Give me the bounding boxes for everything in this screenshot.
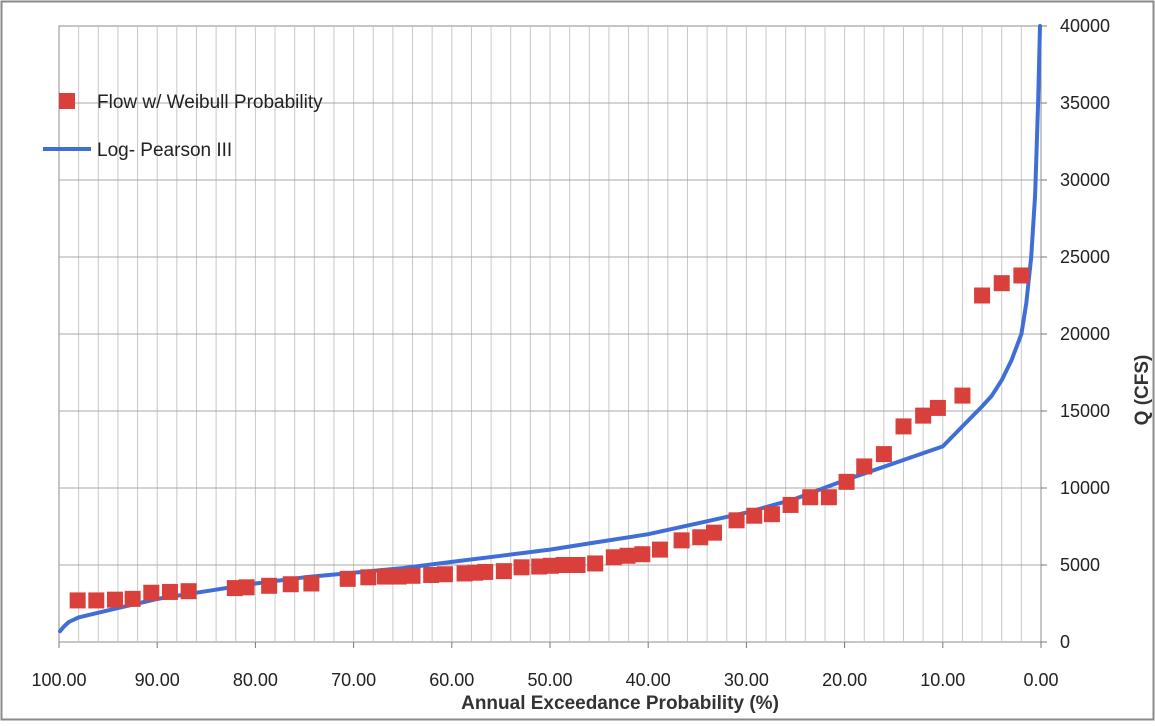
data-point-flow xyxy=(587,555,604,572)
data-point-flow xyxy=(477,563,494,580)
data-point-flow xyxy=(569,557,586,573)
y-tick-label: 25000 xyxy=(1060,247,1110,267)
x-tick-label: 20.00 xyxy=(822,670,867,690)
legend-marker-flow xyxy=(59,93,75,109)
data-point-flow xyxy=(69,592,86,609)
y-axis-title: Q (CFS) xyxy=(1132,355,1153,426)
legend-label-log-pearson: Log- Pearson III xyxy=(97,140,232,161)
data-point-flow xyxy=(929,399,946,416)
data-point-flow xyxy=(634,546,651,563)
data-point-flow xyxy=(88,592,105,609)
data-point-flow xyxy=(404,567,421,584)
data-point-flow xyxy=(282,576,299,593)
x-tick-label: 50.00 xyxy=(527,670,572,690)
data-point-flow xyxy=(261,577,278,594)
x-axis-title: Annual Exceedance Probability (%) xyxy=(461,693,779,714)
data-point-flow xyxy=(993,275,1010,292)
data-point-flow xyxy=(954,387,971,404)
x-tick-label: 40.00 xyxy=(626,670,671,690)
x-tick-label: 30.00 xyxy=(724,670,769,690)
data-point-flow xyxy=(360,569,377,586)
x-tick-label: 70.00 xyxy=(331,670,376,690)
y-tick-label: 35000 xyxy=(1060,93,1110,113)
y-tick-label: 20000 xyxy=(1060,324,1110,344)
data-point-flow xyxy=(180,583,197,600)
data-point-flow xyxy=(339,570,356,587)
data-point-flow xyxy=(161,583,178,600)
axes: 100.00 90.00 80.00 70.00 60.00 50.00 40.00 30.0… xyxy=(31,16,1110,690)
data-point-flow xyxy=(763,506,780,523)
data-point-flow xyxy=(875,446,892,463)
data-point-flow xyxy=(555,557,572,573)
data-point-flow xyxy=(124,590,141,607)
data-point-flow xyxy=(106,591,123,608)
x-tick-label: 10.00 xyxy=(920,670,965,690)
y-tick-label: 10000 xyxy=(1060,478,1110,498)
x-tick-label: 90.00 xyxy=(135,670,180,690)
x-tick-label: 60.00 xyxy=(429,670,474,690)
data-point-flow xyxy=(619,547,636,564)
legend: Flow w/ Weibull Probability Log- Pearson … xyxy=(43,92,323,161)
data-point-flow xyxy=(238,579,255,596)
data-point-flow xyxy=(705,524,722,541)
x-tick-label: 0.00 xyxy=(1023,670,1058,690)
data-point-flow xyxy=(303,575,320,592)
y-tick-label: 40000 xyxy=(1060,16,1110,36)
data-point-flow xyxy=(692,529,709,546)
series xyxy=(58,24,1042,634)
data-point-flow xyxy=(820,489,837,506)
data-point-flow xyxy=(495,563,512,580)
data-point-flow xyxy=(605,549,622,566)
data-point-flow xyxy=(782,496,799,513)
data-point-flow xyxy=(377,568,394,585)
x-tick-label: 100.00 xyxy=(31,670,86,690)
x-tick-label: 80.00 xyxy=(233,670,278,690)
data-point-flow xyxy=(390,568,407,585)
data-point-flow xyxy=(838,473,855,490)
data-point-flow xyxy=(143,584,160,601)
y-tick-label: 30000 xyxy=(1060,170,1110,190)
data-point-flow xyxy=(673,532,690,549)
data-point-flow xyxy=(802,489,819,506)
y-tick-label: 15000 xyxy=(1060,401,1110,421)
data-point-flow xyxy=(1013,267,1030,284)
data-point-flow xyxy=(728,512,745,529)
grid xyxy=(59,26,1041,642)
data-point-flow xyxy=(856,458,873,475)
data-point-flow xyxy=(513,559,530,576)
data-point-flow xyxy=(423,567,440,584)
data-point-flow xyxy=(436,566,453,583)
y-tick-label: 0 xyxy=(1060,632,1070,652)
data-point-flow xyxy=(542,557,559,574)
data-point-flow xyxy=(895,418,912,435)
data-point-flow xyxy=(915,407,932,424)
data-point-flow xyxy=(651,541,668,558)
y-tick-label: 5000 xyxy=(1060,555,1100,575)
data-point-flow xyxy=(746,507,763,524)
legend-label-flow: Flow w/ Weibull Probability xyxy=(97,92,323,113)
data-point-flow xyxy=(974,287,991,304)
